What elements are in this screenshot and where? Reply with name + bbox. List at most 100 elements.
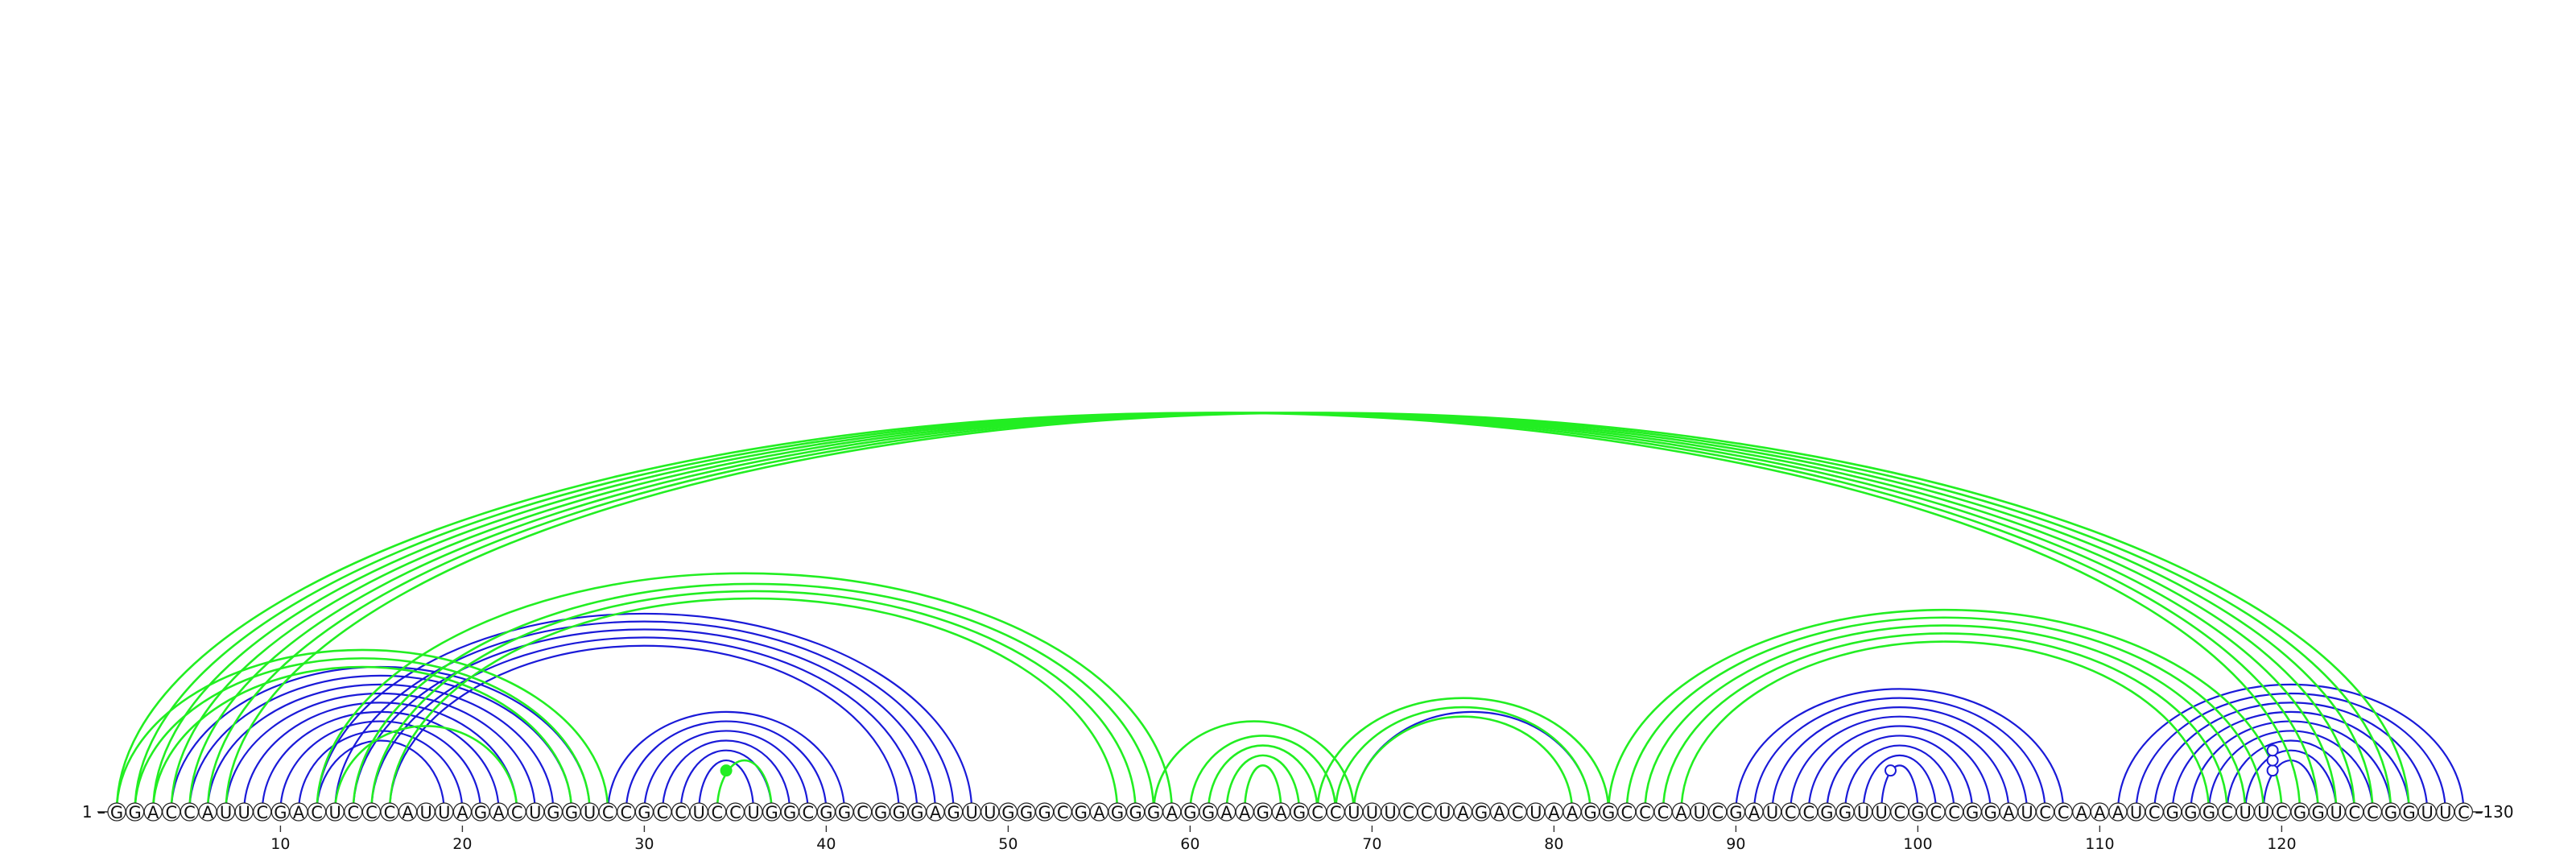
nucleotide: U [744, 802, 763, 822]
nucleotide-circle [1781, 802, 1800, 822]
nucleotide-circle [2054, 802, 2073, 822]
nucleotide: A [489, 802, 509, 822]
nucleotide-letter: G [1257, 803, 1269, 822]
green-pair-arc [1662, 632, 2228, 813]
nucleotide: G [1817, 802, 1836, 822]
nucleotide-letter: C [2367, 803, 2379, 822]
nucleotide-letter: C [802, 803, 814, 822]
blue-pair-arc [243, 702, 518, 813]
nucleotide: G [1726, 802, 1745, 822]
nucleotide: A [143, 802, 163, 822]
nucleotide: C [253, 802, 272, 822]
nucleotide-letter: A [1275, 803, 1287, 822]
nucleotide: G [1580, 802, 1600, 822]
nucleotide: G [871, 802, 890, 822]
axis-tick-label: 50 [998, 835, 1018, 853]
nucleotide: G [126, 802, 145, 822]
nucleotide: G [107, 802, 126, 822]
nucleotide: G [562, 802, 581, 822]
nucleotide: G [1472, 802, 1491, 822]
axis-tick-label: 90 [1726, 835, 1745, 853]
nucleotide-letter: A [1675, 803, 1687, 822]
blue-pair-arc [625, 720, 828, 813]
nucleotide-letter: U [1857, 803, 1869, 822]
nucleotide: U [962, 802, 981, 822]
green-pair-arc [151, 412, 2338, 813]
nucleotide-letter: U [529, 803, 541, 822]
axis-tick-label: 110 [2085, 835, 2114, 853]
nucleotide-circle [762, 802, 782, 822]
nucleotide-letter: G [765, 803, 778, 822]
green-pair-arc [370, 590, 1137, 813]
nucleotide: C [1653, 802, 1673, 822]
nucleotide-circle [2017, 802, 2037, 822]
nucleotide: G [998, 802, 1018, 822]
axis-tick-label: 40 [816, 835, 836, 853]
nucleotide-letter: C [256, 803, 268, 822]
blue-pair-arc [1807, 725, 1992, 813]
blue-pair-arc [1790, 715, 2010, 813]
green-pair-arc [1189, 735, 1337, 813]
nucleotide: U [1854, 802, 1873, 822]
nucleotide-letter: C [1930, 803, 1942, 822]
nucleotide: U [2436, 802, 2455, 822]
nucleotide-letter: G [1583, 803, 1596, 822]
nucleotide-letter: U [220, 803, 232, 822]
nucleotide-letter: G [1001, 803, 1014, 822]
nucleotide-circle [398, 802, 418, 822]
nucleotide-letter: A [456, 803, 469, 822]
nucleotide-letter: U [238, 803, 250, 822]
arc-markers [720, 744, 2279, 777]
nucleotide: U [2417, 802, 2437, 822]
nucleotide-letter: G [547, 803, 559, 822]
nucleotide-circle [1417, 802, 1436, 822]
nucleotide: C [1945, 802, 1964, 822]
nucleotide-letter: G [819, 803, 832, 822]
blue-pair-arc [2207, 730, 2374, 813]
nucleotide: C [617, 802, 636, 822]
nucleotide: U [416, 802, 436, 822]
nucleotide-letter: G [1820, 803, 1833, 822]
green-pair-arc [316, 572, 1174, 813]
nucleotide: U [526, 802, 545, 822]
nucleotide-letter: G [910, 803, 923, 822]
nucleotide-letter: U [584, 803, 596, 822]
blue-pair-arc [1735, 688, 2065, 813]
nucleotide-letter: A [202, 803, 214, 822]
nucleotide-circle [1635, 802, 1655, 822]
nucleotide-letter: G [2311, 803, 2324, 822]
green-pair-arc [115, 412, 2301, 813]
nucleotide: C [1417, 802, 1436, 822]
nucleotide-letter: A [1239, 803, 1251, 822]
nucleotide: G [890, 802, 909, 822]
nucleotide: C [725, 802, 745, 822]
nucleotide-circle [1690, 802, 1709, 822]
nucleotide-circle [2235, 802, 2255, 822]
nucleotide-letter: G [1839, 803, 1852, 822]
nucleotide: U [435, 802, 454, 822]
nucleotide: C [1307, 802, 1327, 822]
nucleotide: A [1453, 802, 1473, 822]
nucleotide-letter: C [2348, 803, 2360, 822]
green-pair-arc [170, 412, 2356, 813]
nucleotide-letter: C [2039, 803, 2051, 822]
nucleotide: U [1362, 802, 1382, 822]
green-pair-arc [1152, 720, 1356, 813]
axis-tick-label: 80 [1544, 835, 1563, 853]
nucleotide: G [835, 802, 854, 822]
nucleotide: C [180, 802, 199, 822]
nucleotide-letter: A [1220, 803, 1232, 822]
nucleotide-letter: G [947, 803, 960, 822]
nucleotide-circle [107, 802, 126, 822]
nucleotide: A [1162, 802, 1182, 822]
axis-tick-label: 120 [2267, 835, 2296, 853]
nucleotide-letter: G [1038, 803, 1051, 822]
nucleotide-circle [2363, 802, 2382, 822]
nucleotide-circle [253, 802, 272, 822]
nucleotide: C [852, 802, 873, 822]
nucleotide-letter: U [747, 803, 759, 822]
nucleotide-circle [361, 802, 381, 822]
nucleotide-letter: A [2003, 803, 2015, 822]
